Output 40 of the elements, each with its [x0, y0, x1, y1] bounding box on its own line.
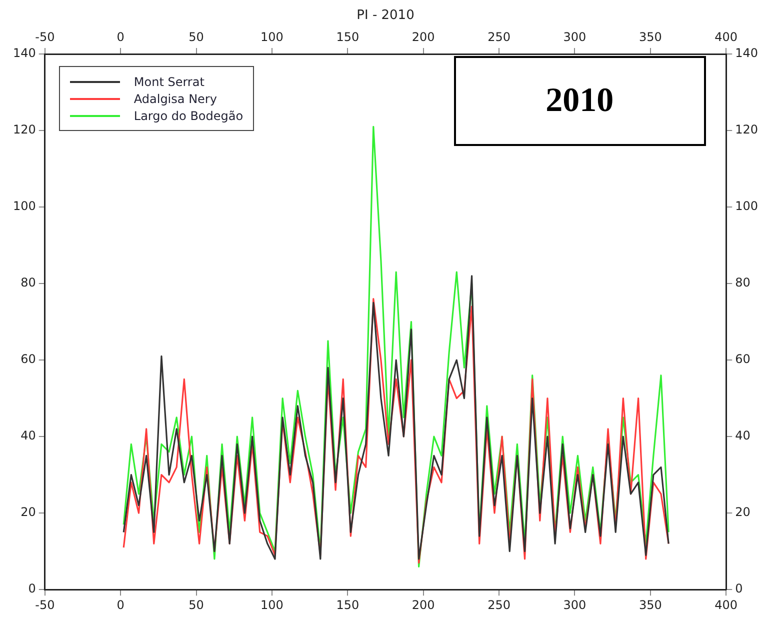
- y-tick-label: 120: [13, 122, 36, 137]
- y-tick-label: 140: [13, 46, 36, 60]
- x2-tick-label: 300: [563, 30, 586, 44]
- y2-tick-label: 20: [735, 505, 750, 520]
- legend-label: Mont Serrat: [134, 74, 204, 88]
- y2-tick-label: 100: [735, 199, 758, 214]
- x2-tick-label: 200: [412, 30, 435, 44]
- y-tick-label: 80: [20, 276, 36, 290]
- x-tick-label: 250: [488, 598, 510, 612]
- y-tick-label: 40: [20, 428, 36, 443]
- y-tick-label: 20: [20, 505, 36, 520]
- x-tick-label: 400: [714, 598, 738, 612]
- x-tick-label: 300: [563, 598, 586, 612]
- y2-tick-label: 40: [735, 428, 750, 443]
- y2-tick-label: 0: [735, 582, 743, 596]
- x-tick-label: 350: [638, 598, 662, 612]
- y2-tick-label: 140: [735, 46, 758, 60]
- x2-tick-label: 50: [188, 30, 204, 44]
- x2-tick-label: 400: [714, 30, 738, 44]
- y-tick-label: 100: [13, 199, 36, 214]
- y2-tick-label: 60: [735, 352, 750, 366]
- y2-tick-label: 80: [735, 276, 750, 290]
- y-tick-label: 60: [20, 352, 36, 366]
- x2-tick-label: 0: [116, 30, 124, 44]
- x-tick-label: 50: [188, 598, 204, 612]
- x2-tick-label: 350: [638, 30, 662, 44]
- x-tick-label: 150: [336, 598, 360, 612]
- legend-label: Largo do Bodegão: [134, 108, 244, 122]
- chart-title: PI - 2010: [356, 8, 414, 24]
- y-tick-label: 0: [28, 582, 36, 596]
- x2-tick-label: 100: [260, 30, 284, 44]
- x2-tick-label: 250: [488, 30, 510, 44]
- legend-label: Adalgisa Nery: [134, 92, 217, 106]
- x-tick-label: 0: [116, 598, 124, 612]
- y2-tick-label: 120: [735, 122, 758, 137]
- x2-tick-label: 150: [336, 30, 360, 44]
- x2-tick-label: -50: [35, 30, 55, 44]
- x-tick-label: -50: [35, 598, 55, 612]
- x-tick-label: 100: [260, 598, 284, 612]
- x-tick-label: 200: [412, 598, 435, 612]
